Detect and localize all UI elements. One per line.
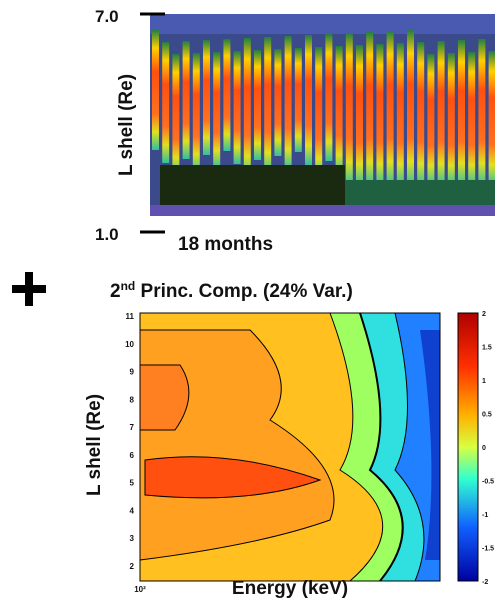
spectrogram-band: [427, 54, 435, 185]
y-axis-label: L shell (Re): [84, 394, 105, 496]
spectrogram-band: [243, 38, 251, 177]
spectrogram-band: [417, 42, 425, 185]
spectrogram-band: [284, 36, 292, 169]
spectrogram-band: [356, 45, 363, 185]
spectrogram-band: [152, 30, 159, 150]
spectrogram-band: [305, 35, 312, 165]
y-top-label: 7.0: [95, 7, 119, 26]
spectrogram-band: [233, 51, 241, 164]
spectrogram-band: [315, 47, 323, 178]
contour-plot: [139, 312, 441, 582]
colorbar-tick-label: 0.5: [482, 412, 492, 419]
y-tick-label: 6: [130, 451, 135, 460]
spectrogram-band: [325, 34, 333, 161]
y-tick-label: 5: [130, 479, 135, 488]
spectrogram-band: [437, 41, 445, 185]
colorbar-tick-label: 1: [482, 378, 486, 385]
colorbar-tick-label: -2: [482, 579, 488, 586]
title-rest: Princ. Comp. (24% Var.): [135, 281, 353, 302]
spectrogram-band: [223, 39, 231, 151]
title-suffix: nd: [121, 279, 136, 293]
spectrogram-band: [468, 52, 476, 185]
spectrogram-band: [213, 52, 221, 168]
spectrogram-band: [407, 30, 414, 185]
x-start-label: 10²: [134, 585, 146, 594]
spectrogram-band: [366, 32, 374, 185]
spectrogram: [150, 14, 495, 216]
spectrogram-band: [254, 50, 261, 160]
plus-sign: [12, 272, 46, 306]
y-axis-label: L shell (Re): [116, 74, 137, 176]
colorbar-tick-label: -1: [482, 512, 488, 519]
spectrogram-band: [458, 40, 465, 185]
colorbar-tick-label: 2: [482, 311, 486, 318]
title-number: 2: [110, 281, 121, 302]
spectrogram-band: [478, 39, 486, 185]
spectrogram-band: [396, 43, 404, 185]
y-tick-label: 7: [130, 423, 135, 432]
x-axis-label: 18 months: [178, 234, 273, 255]
y-tick-label: 9: [130, 368, 135, 377]
spectrogram-band: [203, 40, 210, 155]
spectrogram-band: [274, 49, 282, 156]
colorbar-tick-label: -0.5: [482, 479, 494, 486]
x-axis-label: Energy (keV): [232, 578, 348, 599]
colorbar-tick-label: 1.5: [482, 345, 492, 352]
spectrogram-band: [264, 37, 272, 173]
y-tick-label: 3: [130, 534, 135, 543]
y-bottom-label: 1.0: [95, 225, 119, 244]
spectrogram-band: [335, 46, 343, 174]
spectrogram-band: [192, 53, 200, 172]
spectrogram-band: [294, 48, 302, 152]
colorbar: [457, 312, 479, 582]
spectrogram-band: [172, 54, 180, 176]
y-tick-label: 11: [126, 312, 135, 321]
colorbar-tick-label: -1.5: [482, 546, 494, 553]
y-tick-label: 8: [130, 395, 135, 404]
colorbar-tick-label: 0: [482, 445, 486, 452]
y-tick-label: 2: [130, 562, 135, 571]
spectrogram-band: [162, 42, 170, 163]
spectrogram-band: [488, 51, 495, 185]
spectrogram-band: [386, 31, 394, 185]
y-tick-label: 10: [125, 340, 134, 349]
panel-title: 2nd Princ. Comp. (24% Var.): [110, 279, 353, 302]
y-tick-label: 4: [130, 506, 135, 515]
spectrogram-band: [447, 53, 455, 185]
spectrogram-band: [345, 33, 353, 185]
spectrogram-band: [182, 41, 190, 159]
spectrogram-band: [376, 44, 384, 185]
